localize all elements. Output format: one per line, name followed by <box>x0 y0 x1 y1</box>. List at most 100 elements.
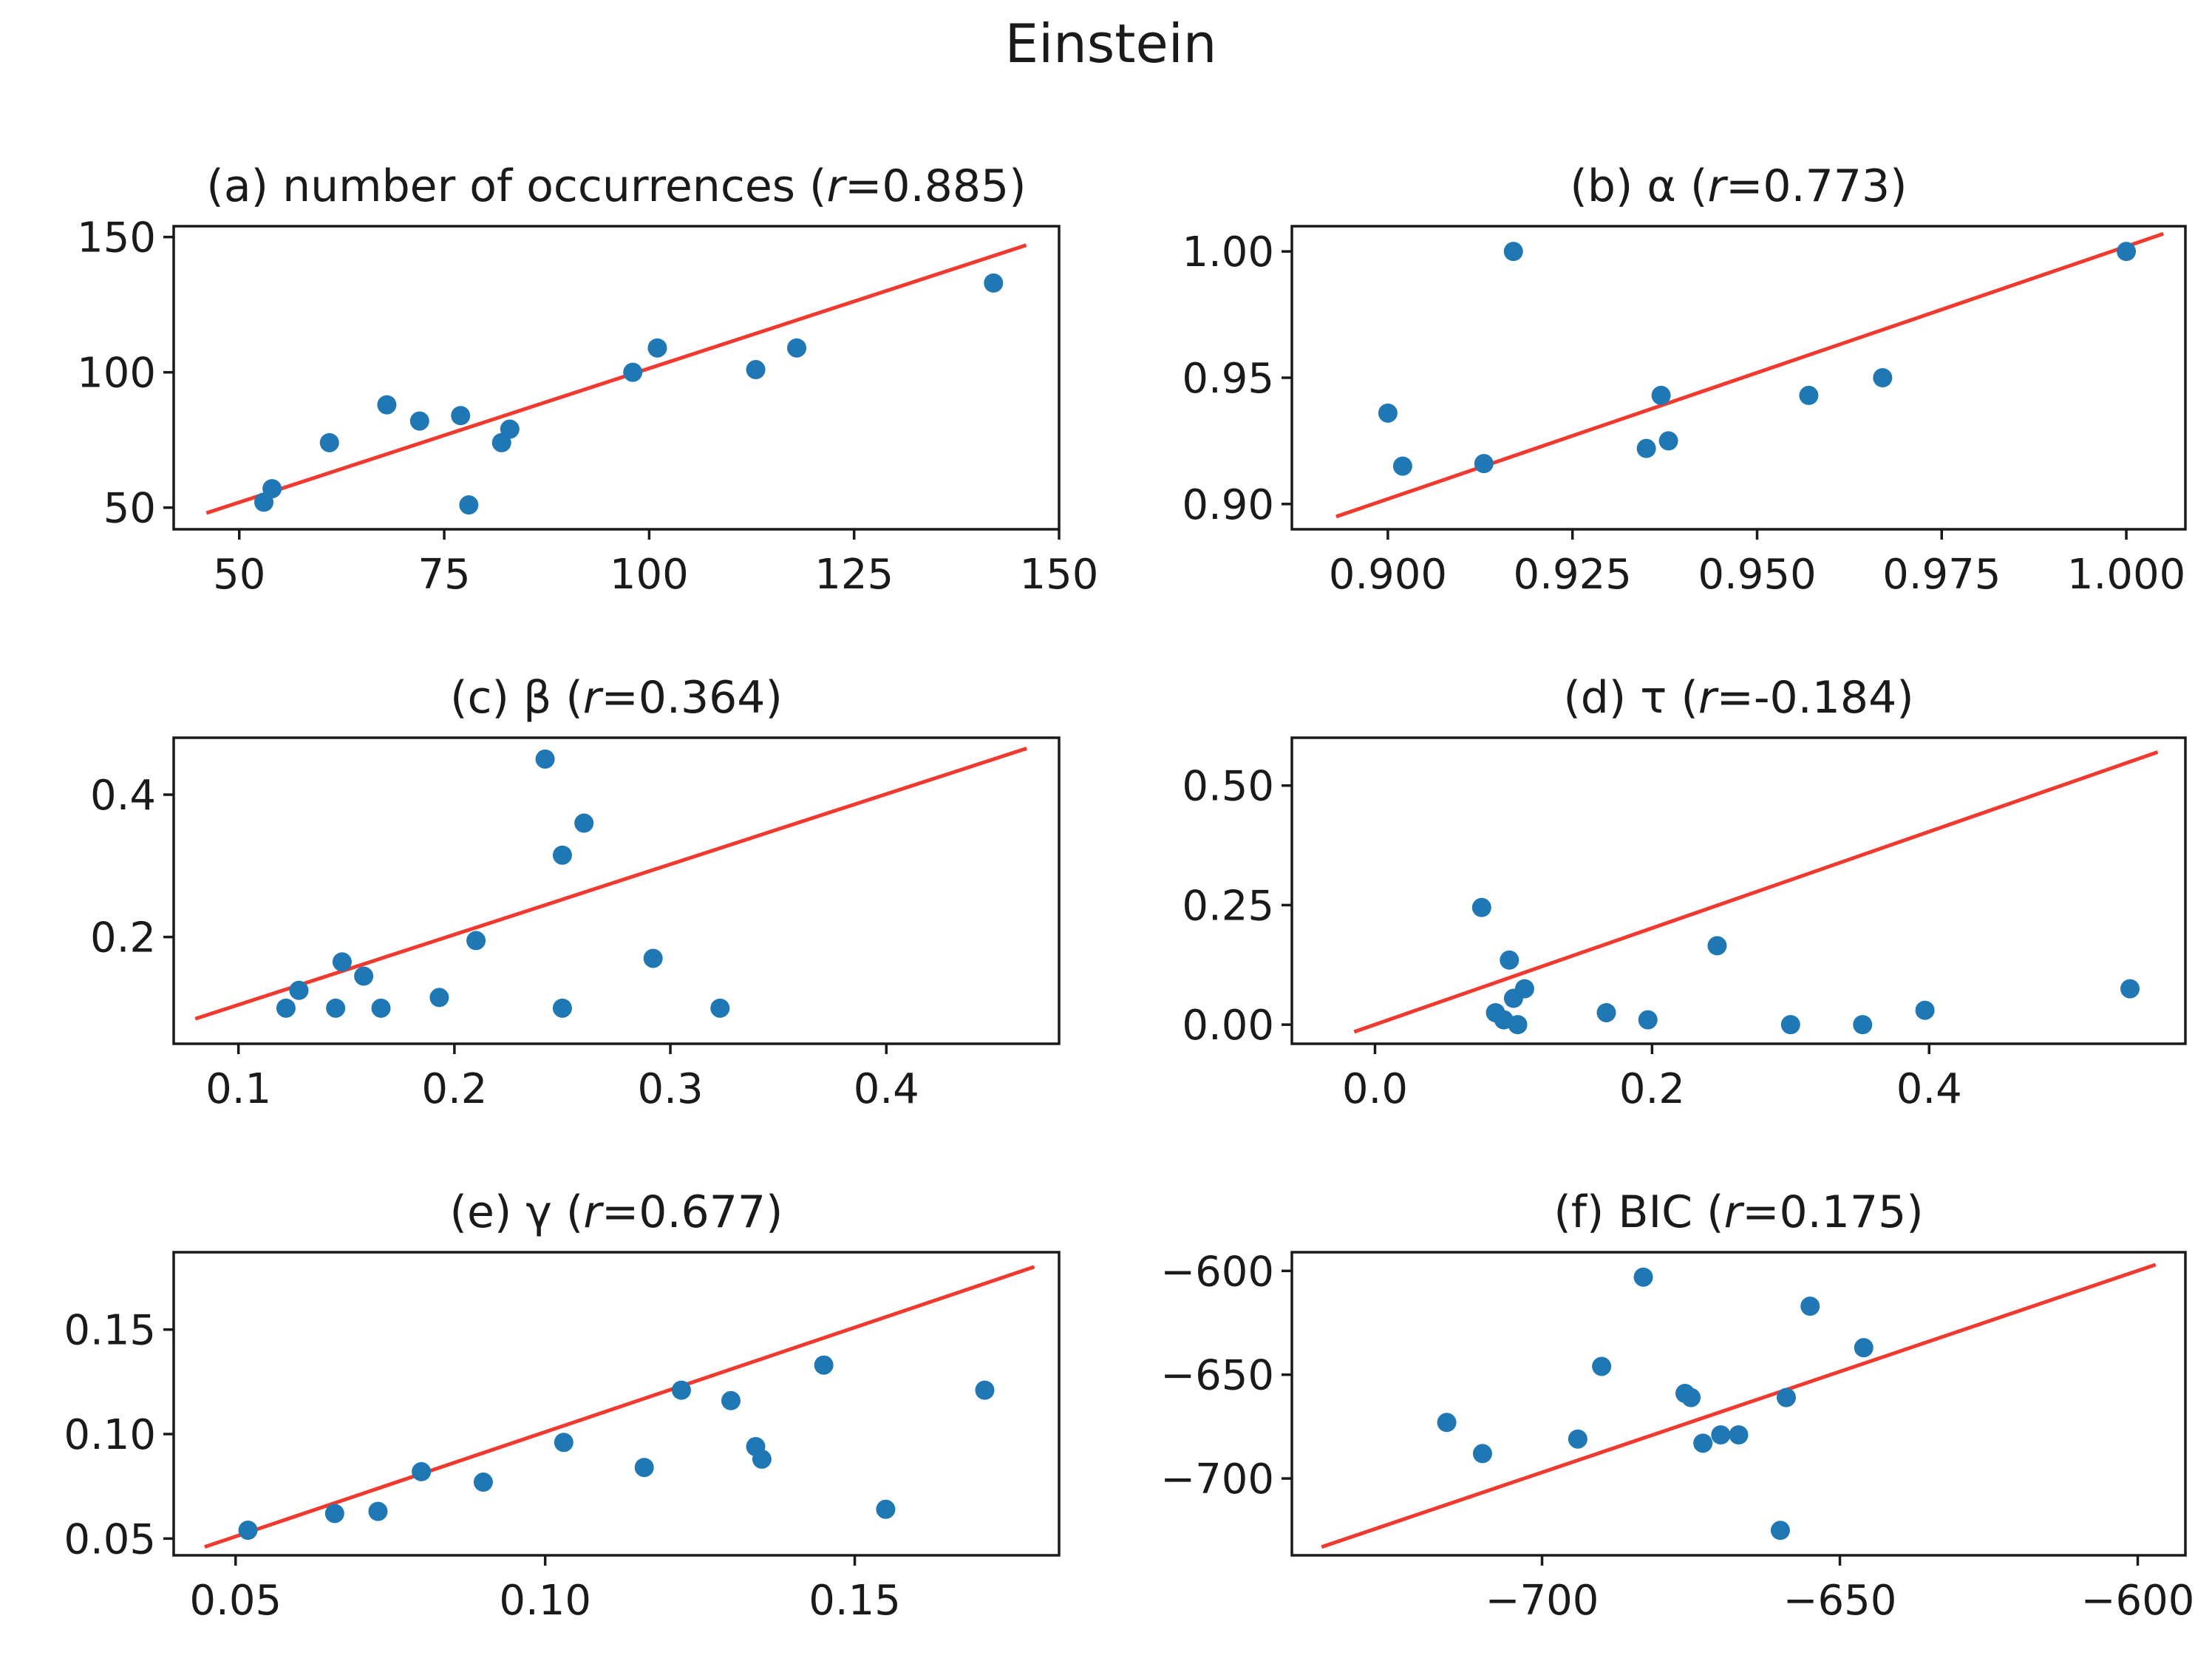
panel-f-axes-frame <box>1290 1251 2187 1557</box>
panel-e-title-suffix: =0.677) <box>602 1186 783 1238</box>
panel-d-point-12 <box>1915 1000 1935 1020</box>
panel-b-ytick-label-2: 1.00 <box>1182 228 1274 276</box>
panel-a-axes-frame <box>172 225 1061 531</box>
panel-e-ytick-label-1: 0.10 <box>64 1411 156 1459</box>
panel-c-point-5 <box>371 998 391 1018</box>
panel-a-point-7 <box>500 419 520 439</box>
panel-b-ytick-label-0: 0.90 <box>1182 481 1274 529</box>
panel-b-xtick-label-1: 0.925 <box>1514 551 1632 599</box>
panel-f-title-prefix: (f) BIC ( <box>1553 1186 1723 1238</box>
panel-d-ytick-label-0: 0.00 <box>1182 1002 1274 1050</box>
panel-e-point-2 <box>368 1501 388 1521</box>
panel-c-ytick-label-0: 0.2 <box>90 914 156 962</box>
panel-d: (d) τ (r=-0.184) 0.0 0.2 0.4 0.00 0.25 0.50 <box>1182 672 2187 1113</box>
figure-title: Einstein <box>1005 13 1217 75</box>
panel-c-ytick-label-1: 0.4 <box>90 772 156 820</box>
panel-f-point-4 <box>1633 1267 1653 1287</box>
panel-e-point-5 <box>554 1433 574 1453</box>
panel-f: (f) BIC (r=0.175) −700 −650 −600 −700 −650 −60… <box>1160 1186 2194 1625</box>
panel-a-ytick-label-0: 50 <box>103 485 156 533</box>
panel-b-point-1 <box>1392 456 1412 476</box>
panel-a-title-suffix: =0.885) <box>845 160 1026 212</box>
panel-d-xtick-label-1: 0.2 <box>1619 1065 1685 1113</box>
panel-e-fit-line <box>204 1265 1035 1549</box>
panel-b-point-0 <box>1378 403 1398 423</box>
panel-c-point-3 <box>332 952 352 972</box>
panel-f-xtick-label-2: −600 <box>2081 1577 2195 1625</box>
panel-c-point-4 <box>354 966 374 986</box>
panel-a-point-12 <box>787 338 807 358</box>
panel-e-point-12 <box>876 1499 896 1519</box>
panel-e-point-0 <box>238 1521 258 1541</box>
panel-e-point-4 <box>473 1473 493 1492</box>
panel-f-fit-line <box>1321 1263 2157 1549</box>
panel-d-xtick-label-0: 0.0 <box>1342 1065 1408 1113</box>
panel-b-xtick-label-2: 0.950 <box>1698 551 1816 599</box>
panel-a-point-13 <box>984 273 1004 293</box>
panel-c-xtick-label-0: 0.1 <box>205 1065 271 1113</box>
panel-a-point-4 <box>409 411 429 431</box>
panel-f-point-8 <box>1711 1425 1731 1445</box>
panel-d-axes-frame <box>1290 736 2187 1045</box>
panel-e-xtick-label-0: 0.05 <box>189 1577 282 1625</box>
panel-a-xtick-label-3: 125 <box>814 551 894 599</box>
panel-f-point-1 <box>1472 1444 1492 1464</box>
panel-b-point-7 <box>1799 385 1819 405</box>
panel-e: (e) γ (r=0.677) 0.05 0.10 0.15 0.05 0.10 0.15 <box>64 1186 1061 1625</box>
panel-f-xtick-label-0: −700 <box>1486 1577 1599 1625</box>
panel-c-point-9 <box>552 845 572 865</box>
panel-f-title: (f) BIC (r=0.175) <box>1553 1186 1923 1238</box>
panel-d-point-10 <box>1780 1015 1800 1035</box>
panel-a-point-9 <box>623 362 643 382</box>
panel-e-axes-frame <box>172 1251 1061 1557</box>
panel-a-title-var: r <box>826 160 847 212</box>
panel-d-point-0 <box>1471 897 1491 917</box>
panel-f-point-10 <box>1776 1387 1796 1407</box>
panel-d-title: (d) τ (r=-0.184) <box>1563 672 1913 724</box>
panel-f-title-suffix: =0.175) <box>1742 1186 1923 1238</box>
panel-f-point-12 <box>1800 1297 1820 1317</box>
panel-e-point-10 <box>752 1449 772 1469</box>
panel-a-xtick-label-4: 150 <box>1020 551 1099 599</box>
panel-f-xtick-label-1: −650 <box>1783 1577 1897 1625</box>
panel-d-xtick-label-2: 0.4 <box>1896 1065 1962 1113</box>
panel-f-ytick-label-2: −600 <box>1160 1248 1274 1296</box>
panel-c-axes-frame <box>172 736 1061 1045</box>
panel-b-title: (b) α (r=0.773) <box>1570 160 1907 212</box>
panel-e-ytick-label-0: 0.05 <box>64 1515 156 1563</box>
panel-a-point-5 <box>451 406 471 426</box>
panel-f-point-9 <box>1729 1425 1749 1445</box>
panel-c-point-12 <box>643 948 663 968</box>
panel-d-point-5 <box>1508 1015 1528 1035</box>
panel-d-ytick-label-2: 0.50 <box>1182 763 1274 811</box>
panel-b-title-suffix: =0.773) <box>1726 160 1907 212</box>
panel-c-fit-line <box>194 747 1027 1021</box>
panel-a-point-2 <box>319 432 339 452</box>
panel-b-point-6 <box>1658 431 1678 451</box>
panel-e-point-8 <box>721 1390 741 1410</box>
panel-d-ytick-label-1: 0.25 <box>1182 882 1274 930</box>
panel-d-title-var: r <box>1698 672 1719 724</box>
panel-a-xtick-label-2: 100 <box>610 551 689 599</box>
panel-a-xtick-label-1: 75 <box>418 551 470 599</box>
panel-a: (a) number of occurrences (r=0.885) 50 75 1… <box>77 160 1098 599</box>
panel-c-xtick-label-3: 0.4 <box>854 1065 919 1113</box>
panel-d-point-9 <box>1707 936 1727 956</box>
panel-f-point-11 <box>1770 1521 1790 1541</box>
panel-e-point-7 <box>671 1380 691 1400</box>
panel-f-point-6 <box>1681 1387 1701 1407</box>
panel-c-point-2 <box>326 998 346 1018</box>
panel-c-point-10 <box>552 998 572 1018</box>
panel-b: (b) α (r=0.773)0.900 0.925 0.950 0.975 1.000… <box>1182 160 2187 599</box>
panel-a-ytick-label-2: 150 <box>77 214 156 262</box>
panel-d-point-11 <box>1853 1015 1873 1035</box>
panel-a-point-10 <box>647 338 667 358</box>
panel-a-point-1 <box>262 479 282 499</box>
panel-f-ytick-label-1: −650 <box>1160 1352 1274 1400</box>
panel-c-xtick-label-2: 0.3 <box>638 1065 704 1113</box>
panel-b-point-9 <box>2117 242 2137 262</box>
panel-b-point-3 <box>1503 242 1523 262</box>
panel-b-xtick-label-3: 0.975 <box>1882 551 2001 599</box>
panel-b-title-var: r <box>1707 160 1728 212</box>
